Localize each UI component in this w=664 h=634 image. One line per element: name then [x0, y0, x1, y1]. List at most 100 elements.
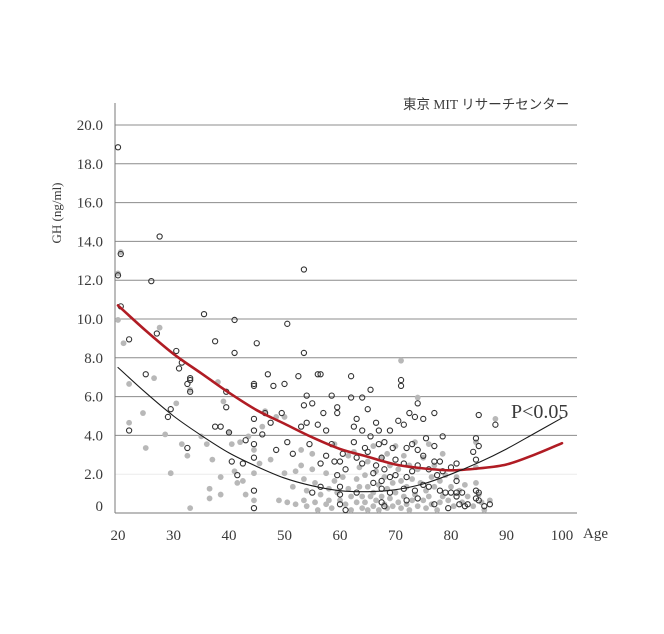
data-point — [411, 487, 419, 494]
data-point — [178, 441, 185, 447]
data-point — [339, 474, 346, 480]
y-tick-label: 10.0 — [77, 312, 103, 328]
data-point — [470, 503, 477, 510]
data-point — [356, 483, 363, 490]
data-point — [431, 483, 438, 490]
data-point — [231, 349, 238, 357]
data-point — [342, 506, 349, 514]
x-tick-label: 60 — [333, 528, 348, 544]
data-point — [414, 394, 421, 401]
data-point — [276, 497, 282, 504]
data-point — [436, 487, 444, 494]
data-point — [281, 380, 288, 388]
data-point — [309, 489, 316, 496]
data-point — [350, 423, 358, 430]
data-point — [342, 466, 349, 473]
data-point — [148, 277, 155, 285]
data-point — [398, 357, 404, 364]
data-point — [162, 431, 169, 438]
data-point — [406, 507, 413, 513]
data-point — [414, 495, 421, 502]
data-point — [228, 458, 235, 465]
data-point — [186, 388, 194, 395]
data-point — [423, 505, 429, 512]
data-point — [475, 411, 482, 419]
data-point — [334, 404, 341, 411]
data-point — [220, 398, 227, 405]
data-point — [372, 462, 380, 469]
y-tick-label: 20.0 — [77, 118, 103, 134]
data-point — [348, 493, 354, 500]
data-point — [458, 489, 466, 496]
data-point — [125, 427, 133, 434]
data-point — [412, 439, 418, 446]
data-point — [334, 471, 341, 479]
data-point — [345, 452, 352, 459]
data-point — [375, 440, 382, 448]
data-point — [284, 320, 291, 327]
data-point — [473, 480, 479, 486]
data-point — [450, 503, 457, 510]
data-point — [475, 497, 482, 504]
data-point — [456, 487, 463, 494]
data-point — [289, 450, 296, 457]
data-point — [301, 476, 307, 482]
data-point — [342, 501, 349, 508]
data-point — [320, 409, 327, 417]
data-point — [251, 470, 257, 477]
data-point — [439, 433, 446, 440]
data-point — [297, 423, 305, 430]
data-point — [217, 491, 224, 498]
data-point — [364, 458, 371, 465]
data-point — [292, 468, 299, 475]
data-point — [370, 489, 377, 496]
data-point — [395, 466, 402, 473]
data-point — [353, 415, 360, 423]
data-point — [312, 499, 318, 506]
data-point — [395, 499, 402, 506]
data-point — [437, 478, 443, 484]
data-point — [228, 441, 235, 447]
data-point — [322, 427, 330, 434]
data-point — [486, 501, 493, 508]
data-point — [414, 400, 421, 407]
data-point — [392, 471, 399, 479]
data-point — [237, 439, 244, 446]
data-point — [436, 458, 444, 465]
data-point — [370, 443, 377, 449]
data-point — [239, 478, 246, 484]
data-point — [250, 380, 258, 388]
data-point — [278, 409, 285, 417]
data-point — [140, 410, 146, 416]
data-point — [409, 476, 416, 482]
data-point — [336, 491, 344, 498]
data-point — [445, 504, 452, 512]
data-point — [303, 419, 310, 426]
data-point — [431, 501, 438, 508]
x-tick-label: 90 — [499, 528, 514, 544]
data-point — [364, 448, 371, 456]
data-point — [267, 419, 274, 426]
data-point — [472, 456, 480, 463]
data-point — [420, 454, 427, 461]
data-point — [350, 439, 358, 446]
y-axis-label: GH (ng/ml) — [49, 182, 64, 243]
data-point — [403, 473, 410, 481]
data-point — [250, 487, 258, 494]
data-point — [167, 406, 174, 413]
data-point — [387, 495, 393, 502]
data-point — [331, 478, 338, 484]
data-point — [392, 443, 399, 449]
data-point — [353, 476, 360, 482]
data-point — [117, 249, 124, 255]
data-point — [250, 504, 258, 512]
data-point — [392, 456, 399, 463]
data-point — [442, 489, 449, 496]
data-point — [439, 493, 446, 500]
data-point — [270, 382, 277, 390]
data-point — [217, 423, 224, 430]
data-point — [312, 480, 318, 486]
data-point — [370, 470, 377, 477]
data-point — [126, 381, 132, 387]
